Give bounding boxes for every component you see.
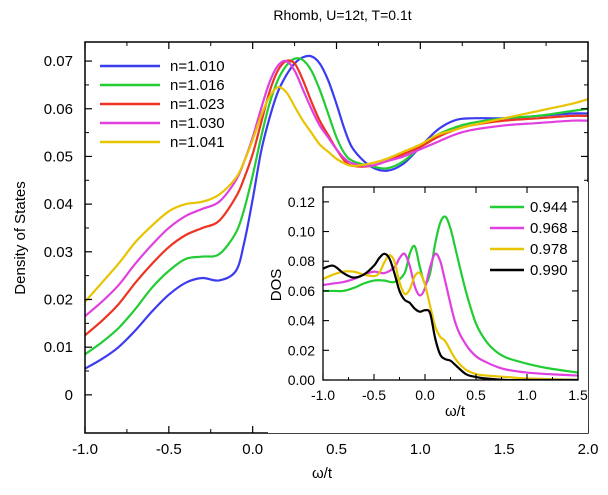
inset-y-tick-label: 0.04 bbox=[288, 313, 315, 329]
inset-y-tick-label: 0.08 bbox=[288, 253, 315, 269]
series-line-n=1.023 bbox=[85, 59, 588, 337]
chart-title: Rhomb, U=12t, T=0.1t bbox=[273, 7, 411, 23]
inset-series-line-0.978 bbox=[323, 254, 578, 380]
inset-y-tick-label: 0.00 bbox=[288, 372, 315, 388]
inset-x-tick-label: -1.0 bbox=[311, 387, 335, 403]
legend-label: n=1.023 bbox=[170, 96, 225, 113]
inset-x-tick-label: 1.5 bbox=[568, 387, 588, 403]
x-tick-label: 2.0 bbox=[578, 441, 599, 458]
inset-legend-label: 0.978 bbox=[530, 241, 568, 258]
inset-legend-label: 0.990 bbox=[530, 262, 568, 279]
y-tick-label: 0.01 bbox=[44, 339, 73, 356]
x-tick-label: 0.5 bbox=[326, 441, 347, 458]
inset-y-axis-title: DOS bbox=[268, 269, 285, 302]
x-tick-label: 0.0 bbox=[242, 441, 263, 458]
y-tick-label: 0.07 bbox=[44, 53, 73, 70]
inset-x-axis-title: ω/t bbox=[445, 403, 466, 420]
x-tick-label: 1.0 bbox=[410, 441, 431, 458]
series-line-n=1.030 bbox=[85, 59, 588, 318]
inset-legend-label: 0.968 bbox=[530, 220, 568, 237]
y-tick-label: 0.06 bbox=[44, 101, 73, 118]
legend-label: n=1.041 bbox=[170, 134, 225, 151]
inset-plot: -1.0 -0.5 0.0 0.5 1.0 1.5 0.00 0.02 0.04 0.06 0.08… bbox=[268, 182, 588, 433]
series-line-n=1.010 bbox=[85, 54, 588, 370]
series-line-n=1.041 bbox=[85, 86, 588, 303]
inset-x-tick-label: -0.5 bbox=[362, 387, 386, 403]
inset-y-tick-label: 0.02 bbox=[288, 342, 315, 358]
x-tick-label: -0.5 bbox=[156, 441, 182, 458]
inset-background bbox=[268, 182, 588, 433]
inset-y-tick-label: 0.06 bbox=[288, 283, 315, 299]
x-tick-label: -1.0 bbox=[72, 441, 98, 458]
inset-x-tick-label: 0.5 bbox=[466, 387, 486, 403]
y-tick-label: 0.05 bbox=[44, 148, 73, 165]
y-tick-label: 0.04 bbox=[44, 196, 73, 213]
y-tick-label: 0.03 bbox=[44, 244, 73, 261]
y-axis-title: Density of States bbox=[12, 181, 29, 294]
y-tick-label: 0 bbox=[65, 387, 73, 404]
inset-y-tick-label: 0.10 bbox=[288, 224, 315, 240]
inset-legend-label: 0.944 bbox=[530, 199, 568, 216]
inset-x-tick-label: 0.0 bbox=[415, 387, 435, 403]
legend-label: n=1.030 bbox=[170, 115, 225, 132]
legend-label: n=1.010 bbox=[170, 58, 225, 75]
inset-y-tick-label: 0.12 bbox=[288, 194, 315, 210]
inset-x-tick-label: 1.0 bbox=[517, 387, 537, 403]
inset-series-line-0.944 bbox=[323, 215, 578, 374]
y-tick-label: 0.02 bbox=[44, 291, 73, 308]
x-tick-label: 1.5 bbox=[494, 441, 515, 458]
legend-label: n=1.016 bbox=[170, 77, 225, 94]
x-axis-title: ω/t bbox=[312, 465, 333, 482]
inset-series-line-0.990 bbox=[323, 252, 578, 380]
